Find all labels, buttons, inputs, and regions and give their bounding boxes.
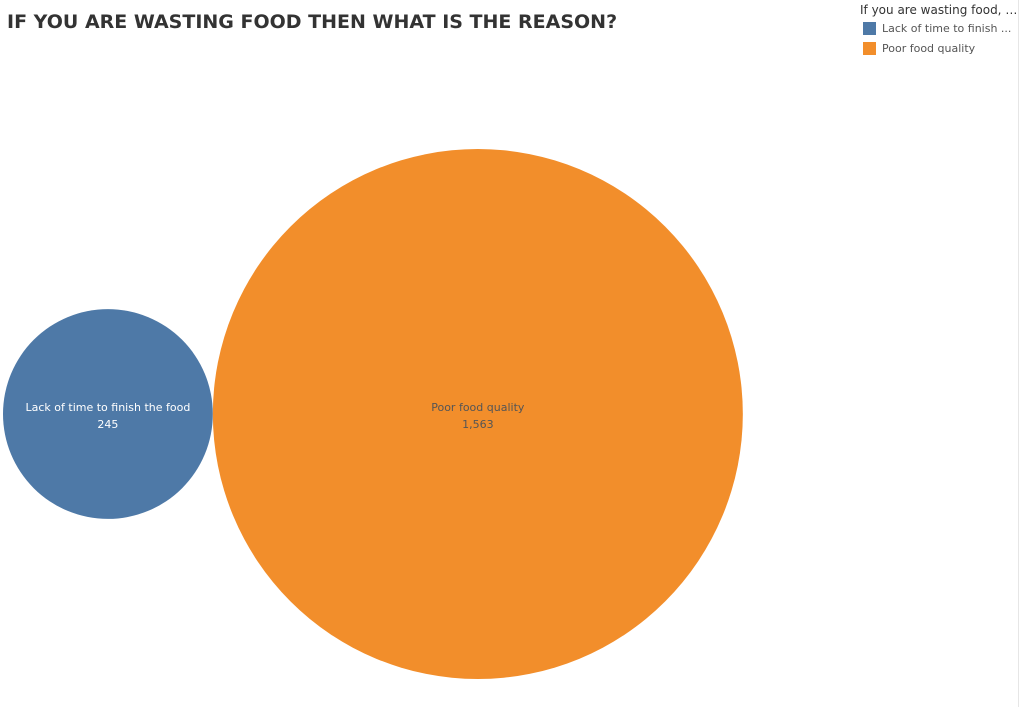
bubble-category-label: Poor food quality (431, 401, 525, 414)
bubble-value-label: 1,563 (462, 418, 494, 431)
bubble-category-label: Lack of time to finish the food (26, 401, 191, 414)
bubble-lack-of-time-to-finish-the-food[interactable] (3, 309, 213, 519)
bubble-value-label: 245 (97, 418, 118, 431)
legend-item-lack-of-time[interactable]: Lack of time to finish ... (863, 18, 1018, 38)
legend-swatch-poor-food-quality (863, 41, 876, 55)
view-border (1018, 0, 1019, 707)
legend-item-poor-food-quality[interactable]: Poor food quality (863, 38, 1018, 58)
legend-swatch-lack-of-time (863, 21, 876, 35)
legend: If you are wasting food, w... Lack of ti… (860, 2, 1018, 58)
chart-title: IF YOU ARE WASTING FOOD THEN WHAT IS THE… (7, 11, 618, 33)
bubble-poor-food-quality[interactable] (212, 149, 743, 679)
